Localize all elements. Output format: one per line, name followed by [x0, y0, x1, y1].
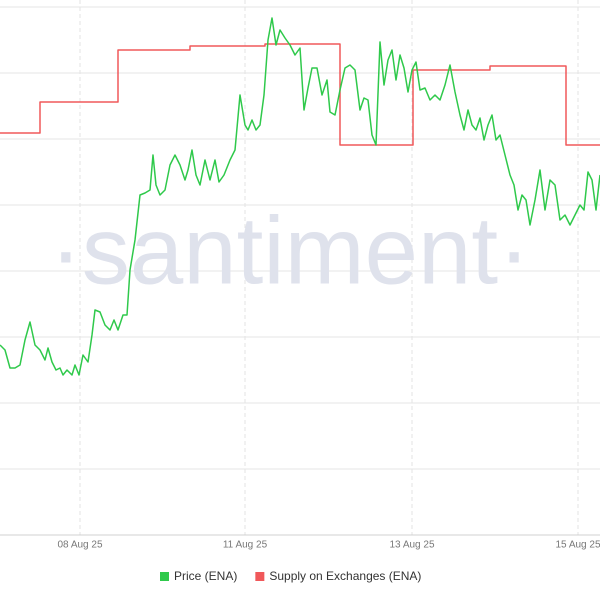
- x-tick-label: 13 Aug 25: [389, 540, 434, 551]
- legend-swatch: [255, 572, 265, 581]
- watermark: ·santiment·: [50, 197, 530, 304]
- price-line: [0, 43, 600, 146]
- legend-label: Price (ENA): [174, 569, 237, 583]
- legend-label: Supply on Exchanges (ENA): [269, 569, 421, 583]
- legend-swatch: [160, 572, 169, 581]
- price-line: [0, 17, 600, 376]
- x-tick-label: 11 Aug 25: [223, 540, 268, 551]
- x-tick-label: 08 Aug 25: [57, 540, 102, 551]
- x-tick-label: 15 Aug 25: [555, 540, 600, 551]
- legend: Price (ENA) Supply on Exchanges (ENA): [160, 569, 421, 583]
